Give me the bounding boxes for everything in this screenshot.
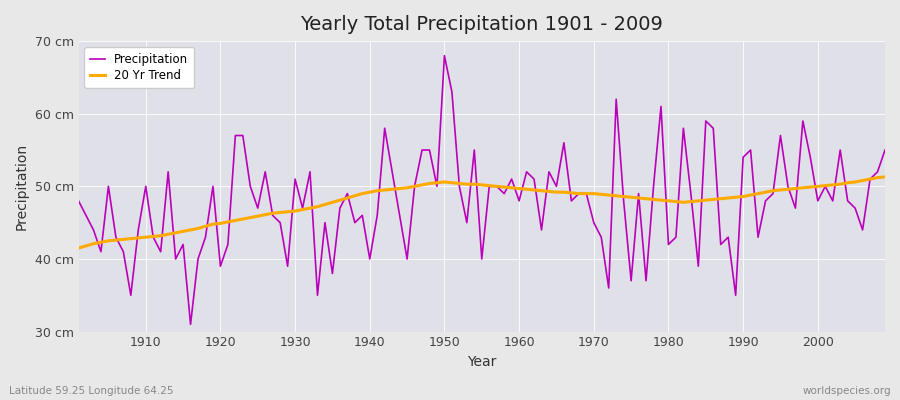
- 20 Yr Trend: [342, 196, 353, 200]
- 20 Yr Trend: [73, 246, 84, 250]
- 20 Yr Trend: [514, 186, 525, 191]
- Line: 20 Yr Trend: 20 Yr Trend: [78, 177, 885, 248]
- Precipitation: [185, 322, 196, 327]
- Legend: Precipitation, 20 Yr Trend: Precipitation, 20 Yr Trend: [85, 47, 194, 88]
- X-axis label: Year: Year: [467, 355, 497, 369]
- Precipitation: [528, 177, 539, 182]
- 20 Yr Trend: [603, 193, 614, 198]
- Precipitation: [73, 198, 84, 203]
- Line: Precipitation: Precipitation: [78, 56, 885, 324]
- Precipitation: [521, 170, 532, 174]
- Precipitation: [439, 53, 450, 58]
- Precipitation: [349, 220, 360, 225]
- Precipitation: [304, 170, 315, 174]
- Title: Yearly Total Precipitation 1901 - 2009: Yearly Total Precipitation 1901 - 2009: [301, 15, 663, 34]
- 20 Yr Trend: [506, 185, 517, 190]
- 20 Yr Trend: [879, 174, 890, 179]
- Text: Latitude 59.25 Longitude 64.25: Latitude 59.25 Longitude 64.25: [9, 386, 174, 396]
- 20 Yr Trend: [297, 207, 308, 212]
- Precipitation: [618, 198, 629, 203]
- 20 Yr Trend: [133, 236, 144, 240]
- Precipitation: [133, 228, 144, 232]
- Precipitation: [879, 148, 890, 152]
- Text: worldspecies.org: worldspecies.org: [803, 386, 891, 396]
- Y-axis label: Precipitation: Precipitation: [15, 143, 29, 230]
